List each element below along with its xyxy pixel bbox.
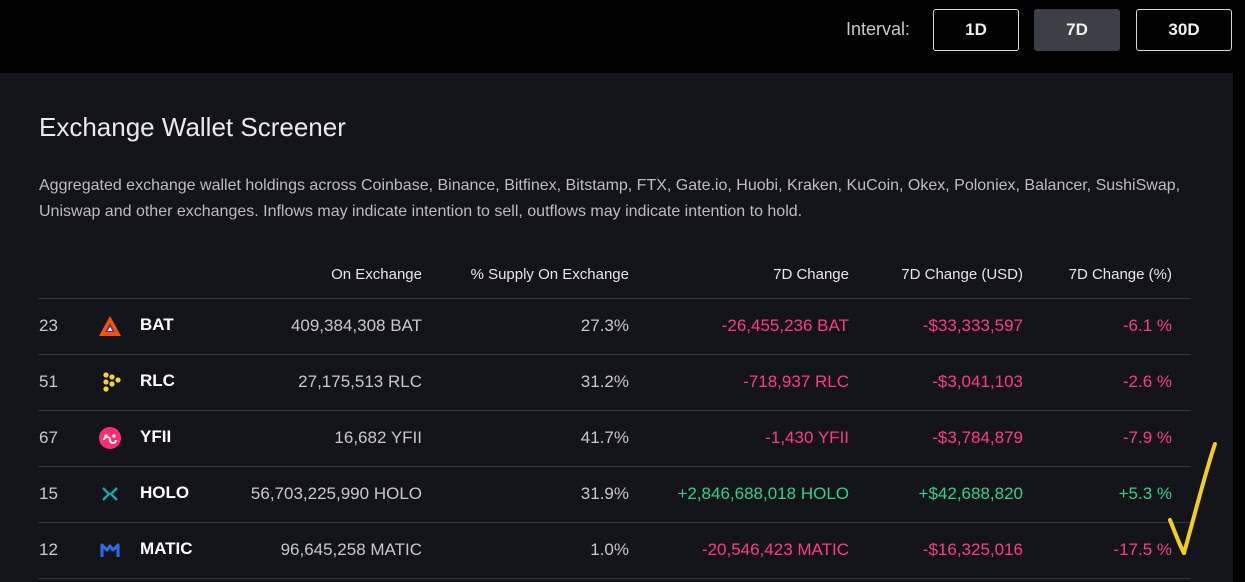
col-header-supply[interactable]: % Supply On Exchange (470, 266, 629, 283)
row-7d-change: +2,846,688,018 HOLO (677, 484, 849, 503)
row-7d-change-usd: -$33,333,597 (922, 316, 1023, 335)
screener-panel (0, 73, 1233, 582)
interval-7d-button[interactable]: 7D (1034, 9, 1120, 51)
row-rank: 67 (39, 428, 58, 447)
row-divider (39, 466, 1191, 467)
table-row[interactable]: 12 MATIC 96,645,258 MATIC 1.0% -20,546,4… (0, 522, 1233, 578)
scrollbar[interactable] (1233, 73, 1245, 582)
annotation-arrow-icon (1168, 442, 1217, 555)
interval-label: Interval: (846, 19, 911, 39)
row-7d-change-pct: -2.6 % (1122, 372, 1172, 391)
yfii-circle-icon (99, 427, 121, 449)
row-7d-change: -26,455,236 BAT (721, 316, 849, 335)
col-header-7d-change[interactable]: 7D Change (773, 266, 849, 283)
row-symbol[interactable]: YFII (140, 427, 172, 446)
table-row[interactable]: 15 HOLO 56,703,225,990 HOLO 31.9% +2,846… (0, 466, 1233, 522)
row-symbol[interactable]: RLC (140, 371, 175, 390)
row-7d-change: -718,937 RLC (743, 372, 849, 391)
row-on-exchange: 27,175,513 RLC (298, 372, 422, 391)
row-rank: 51 (39, 372, 58, 391)
row-7d-change: -20,546,423 MATIC (701, 540, 849, 559)
row-7d-change-usd: +$42,688,820 (918, 484, 1023, 503)
header-divider (39, 298, 1191, 299)
row-symbol[interactable]: MATIC (140, 539, 193, 558)
row-supply: 41.7% (580, 428, 629, 447)
page-title: Exchange Wallet Screener (39, 112, 346, 142)
row-on-exchange: 16,682 YFII (334, 428, 422, 447)
col-header-7d-change-usd[interactable]: 7D Change (USD) (901, 266, 1023, 283)
row-7d-change-pct: +5.3 % (1118, 484, 1172, 503)
row-on-exchange: 409,384,308 BAT (290, 316, 422, 335)
row-rank: 15 (39, 484, 58, 503)
row-7d-change: -1,430 YFII (765, 428, 849, 447)
row-supply: 27.3% (580, 316, 629, 335)
row-rank: 23 (39, 316, 58, 335)
row-7d-change-pct: -17.5 % (1113, 540, 1172, 559)
row-supply: 1.0% (590, 540, 629, 559)
bat-triangle-icon (99, 316, 121, 336)
row-7d-change-usd: -$3,041,103 (932, 372, 1023, 391)
row-symbol[interactable]: BAT (140, 315, 174, 334)
row-7d-change-pct: -7.9 % (1122, 428, 1172, 447)
row-symbol[interactable]: HOLO (140, 483, 190, 502)
row-divider (39, 522, 1191, 523)
holo-icon (102, 487, 118, 501)
row-7d-change-usd: -$16,325,016 (922, 540, 1023, 559)
row-on-exchange: 96,645,258 MATIC (280, 540, 422, 559)
row-7d-change-pct: -6.1 % (1122, 316, 1172, 335)
interval-30d-button[interactable]: 30D (1136, 9, 1232, 51)
row-divider (39, 410, 1191, 411)
row-divider (39, 354, 1191, 355)
table-row[interactable]: 23 BAT 409,384,308 BAT 27.3% -26,455,236… (0, 298, 1233, 354)
row-supply: 31.9% (580, 484, 629, 503)
table-row[interactable]: 51 RLC 27,175,513 RLC 31.2% -718,937 RLC… (0, 354, 1233, 410)
row-7d-change-usd: -$3,784,879 (932, 428, 1023, 447)
row-divider (39, 578, 1191, 579)
row-rank: 12 (39, 540, 58, 559)
row-supply: 31.2% (580, 372, 629, 391)
rlc-dots-icon (103, 372, 121, 392)
row-on-exchange: 56,703,225,990 HOLO (250, 484, 422, 503)
page-description: Aggregated exchange wallet holdings acro… (39, 177, 1181, 220)
col-header-7d-change-pct[interactable]: 7D Change (%) (1068, 266, 1172, 283)
interval-bar: Interval: 1D 7D 30D (0, 0, 1245, 73)
table-row[interactable]: 67 YFII 16,682 YFII 41.7% -1,430 YFII -$… (0, 410, 1233, 466)
col-header-on-exchange[interactable]: On Exchange (331, 266, 422, 283)
interval-1d-button[interactable]: 1D (933, 9, 1019, 51)
matic-icon (100, 543, 120, 557)
